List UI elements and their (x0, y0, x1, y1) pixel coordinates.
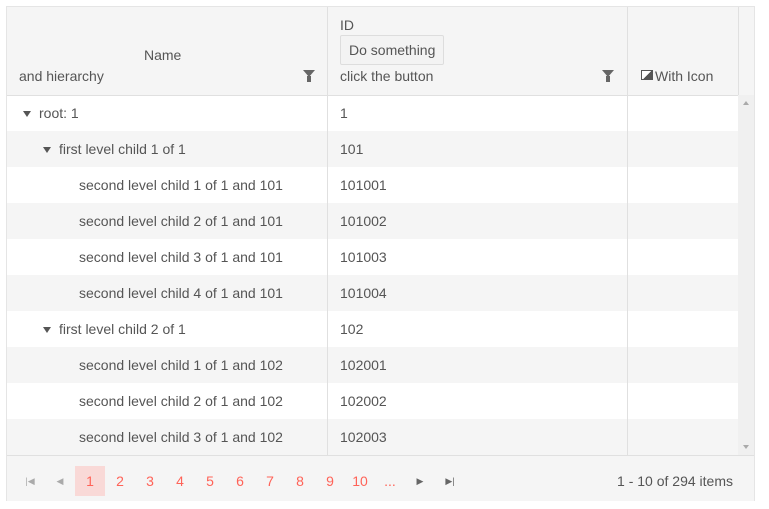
icon-cell (628, 383, 738, 419)
name-text: second level child 3 of 1 and 102 (79, 429, 283, 445)
name-cell: second level child 1 of 1 and 101 (7, 167, 328, 203)
collapse-icon[interactable] (23, 111, 31, 118)
filter-icon[interactable] (602, 70, 614, 82)
page-button[interactable]: ... (384, 473, 396, 489)
column-header-icon[interactable]: With Icon (628, 7, 739, 95)
page-button[interactable]: 10 (352, 473, 368, 489)
prev-page-icon[interactable]: ◀ (56, 476, 64, 486)
grid-header: Name and hierarchy ID Do something click… (7, 7, 754, 96)
icon-cell (628, 95, 738, 131)
last-page-icon[interactable]: ▶| (445, 476, 455, 486)
name-text: root: 1 (39, 105, 79, 121)
table-row[interactable]: first level child 2 of 1 102 (7, 311, 738, 347)
name-cell: root: 1 (7, 95, 328, 131)
next-page-icon[interactable]: ▶ (416, 476, 424, 486)
page-button[interactable]: 8 (296, 473, 304, 489)
icon-cell (628, 203, 738, 239)
page-button[interactable]: 3 (146, 473, 154, 489)
name-text: second level child 2 of 1 and 102 (79, 393, 283, 409)
filter-icon[interactable] (303, 70, 315, 82)
name-text: second level child 4 of 1 and 101 (79, 285, 283, 301)
id-cell: 101001 (328, 167, 628, 203)
table-row[interactable]: second level child 1 of 1 and 102 102001 (7, 347, 738, 383)
name-cell: second level child 4 of 1 and 101 (7, 275, 328, 311)
name-cell: second level child 3 of 1 and 102 (7, 419, 328, 455)
id-cell: 101002 (328, 203, 628, 239)
tree-list-grid: Name and hierarchy ID Do something click… (6, 6, 755, 501)
collapse-icon[interactable] (43, 147, 51, 154)
icon-cell (628, 347, 738, 383)
page-button[interactable]: 6 (236, 473, 244, 489)
name-cell: second level child 2 of 1 and 102 (7, 383, 328, 419)
id-title: ID (340, 17, 354, 33)
page-button[interactable]: 4 (176, 473, 184, 489)
scroll-down-icon[interactable] (743, 445, 749, 449)
name-cell: second level child 3 of 1 and 101 (7, 239, 328, 275)
table-row[interactable]: second level child 3 of 1 and 101 101003 (7, 239, 738, 275)
id-cell: 102 (328, 311, 628, 347)
id-cell: 101 (328, 131, 628, 167)
id-subtitle: click the button (340, 68, 434, 84)
vertical-scrollbar[interactable] (738, 95, 754, 455)
table-row[interactable]: second level child 2 of 1 and 101 101002 (7, 203, 738, 239)
table-row[interactable]: root: 1 1 (7, 95, 738, 131)
icon-cell (628, 239, 738, 275)
name-cell: first level child 2 of 1 (7, 311, 328, 347)
pager: |◀ ◀ 1 2 3 4 5 6 7 8 9 10... ▶ ▶| 1 - 10 of 294 i… (7, 455, 754, 501)
collapse-icon[interactable] (43, 327, 51, 334)
column-header-id[interactable]: ID Do something click the button (328, 7, 628, 95)
table-row[interactable]: second level child 1 of 1 and 101 101001 (7, 167, 738, 203)
page-button[interactable]: 2 (116, 473, 124, 489)
icon-cell (628, 275, 738, 311)
name-text: first level child 1 of 1 (59, 141, 186, 157)
name-text: second level child 1 of 1 and 101 (79, 177, 283, 193)
grid-body: root: 1 1 first level child 1 of 1 101 secon… (7, 95, 738, 455)
name-cell: second level child 1 of 1 and 102 (7, 347, 328, 383)
name-text: second level child 3 of 1 and 101 (79, 249, 283, 265)
scroll-up-icon[interactable] (743, 101, 749, 105)
icon-cell (628, 131, 738, 167)
do-something-button[interactable]: Do something (340, 35, 445, 65)
icon-cell (628, 311, 738, 347)
name-text: second level child 1 of 1 and 102 (79, 357, 283, 373)
image-icon (641, 70, 653, 80)
table-row[interactable]: second level child 2 of 1 and 102 102002 (7, 383, 738, 419)
name-text: second level child 2 of 1 and 101 (79, 213, 283, 229)
page-button[interactable]: 7 (266, 473, 274, 489)
page-button[interactable]: 9 (326, 473, 334, 489)
column-header-name[interactable]: Name and hierarchy (7, 7, 328, 95)
icon-cell (628, 167, 738, 203)
table-row[interactable]: second level child 4 of 1 and 101 101004 (7, 275, 738, 311)
id-cell: 1 (328, 95, 628, 131)
page-button[interactable]: 1 (75, 466, 105, 496)
id-cell: 101003 (328, 239, 628, 275)
id-cell: 102003 (328, 419, 628, 455)
name-title: Name (144, 47, 182, 63)
first-page-icon[interactable]: |◀ (25, 476, 35, 486)
id-cell: 102002 (328, 383, 628, 419)
id-cell: 101004 (328, 275, 628, 311)
icon-col-title: With Icon (655, 68, 714, 84)
table-row[interactable]: second level child 3 of 1 and 102 102003 (7, 419, 738, 455)
name-cell: first level child 1 of 1 (7, 131, 328, 167)
page-button[interactable]: 5 (206, 473, 214, 489)
pager-info: 1 - 10 of 294 items (617, 473, 733, 489)
name-text: first level child 2 of 1 (59, 321, 186, 337)
name-cell: second level child 2 of 1 and 101 (7, 203, 328, 239)
table-row[interactable]: first level child 1 of 1 101 (7, 131, 738, 167)
id-cell: 102001 (328, 347, 628, 383)
icon-cell (628, 419, 738, 455)
name-subtitle: and hierarchy (19, 68, 104, 84)
